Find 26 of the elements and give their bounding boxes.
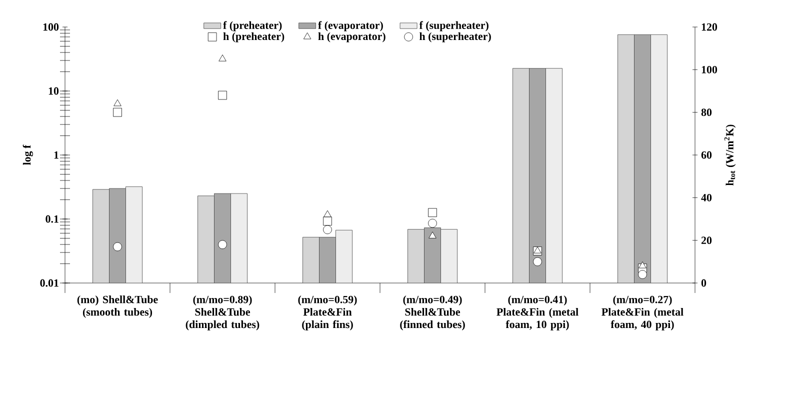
legend-label: h (superheater) (420, 32, 491, 42)
legend-label: f (preheater) (223, 21, 282, 32)
y2-tick-label: 0 (701, 279, 706, 287)
x-tick-label: (m/mo=0.27) Plate&Fin (metal foam, 40 ppi) (602, 296, 684, 330)
legend-label: h (evaporator) (318, 32, 386, 42)
y2-axis-title: h$_{tot}$ (W/m$^{2}$K) (724, 124, 736, 186)
x-tick-label: (mo) Shell&Tube (smooth tubes) (77, 296, 158, 318)
y2-tick-label: 20 (701, 236, 712, 244)
y-tick-label: 0.01 (40, 279, 58, 287)
y2-tick-label: 80 (701, 108, 712, 116)
x-tick-label: (m/mo=0.49) Shell&Tube (finned tubes) (400, 296, 465, 330)
y-tick-label: 0.1 (46, 215, 58, 223)
x-tick-label: (m/mo=0.59) Plate&Fin (plain fins) (298, 296, 357, 330)
legend-label: h (preheater) (223, 32, 284, 42)
y2-tick-label: 120 (702, 23, 718, 31)
y-axis-title: log f (22, 144, 33, 165)
x-tick-label: (m/mo=0.41) Plate&Fin (metal foam, 10 ppi) (496, 296, 578, 330)
legend-label: f (evaporator) (318, 21, 383, 32)
x-tick-label: (m/mo=0.89) Shell&Tube (dimpled tubes) (186, 296, 260, 330)
y2-tick-label: 60 (701, 151, 712, 159)
y-tick-label: 1 (54, 151, 58, 159)
y-tick-label: 100 (43, 23, 59, 31)
y2-tick-label: 40 (701, 194, 712, 202)
legend-label: f (superheater) (419, 21, 488, 32)
y2-tick-label: 100 (702, 66, 718, 74)
y-tick-label: 10 (48, 87, 59, 95)
